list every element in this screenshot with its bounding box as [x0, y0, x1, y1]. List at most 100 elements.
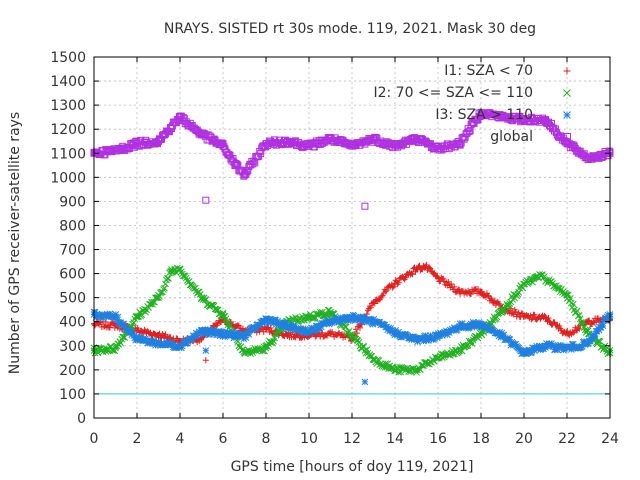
- trace-point: [537, 272, 544, 279]
- trace-point: [420, 337, 427, 345]
- trace-point: [98, 310, 106, 318]
- trace-point: [556, 323, 563, 330]
- trace-point: [157, 334, 164, 341]
- trace-point: [512, 340, 520, 348]
- trace-point: [242, 170, 250, 178]
- trace-point: [265, 319, 272, 327]
- trace-point: [541, 273, 548, 280]
- trace-point: [142, 308, 149, 316]
- outlier-point: [202, 357, 209, 364]
- trace-point: [395, 368, 402, 376]
- trace-point: [587, 336, 595, 343]
- trace-point: [214, 306, 222, 314]
- trace-point: [359, 343, 367, 350]
- trace-point: [384, 326, 392, 334]
- trace-point: [358, 318, 366, 326]
- trace-point: [354, 337, 362, 344]
- y-tick-label: 900: [59, 194, 86, 210]
- trace-point: [605, 147, 613, 155]
- trace-point: [556, 344, 563, 351]
- series-1: [90, 264, 614, 376]
- trace-point: [321, 312, 329, 320]
- legend: I1: SZA < 70 I2: 70 <= SZA <= 110 I3: SZA …: [373, 63, 571, 145]
- trace-point: [350, 312, 358, 320]
- x-tick-label: 8: [262, 431, 271, 447]
- y-tick-label: 1200: [50, 122, 86, 138]
- trace-point: [99, 314, 107, 322]
- trace-point: [584, 340, 592, 348]
- legend-label: global: [490, 129, 533, 145]
- trace-point: [210, 326, 218, 334]
- trace-point: [546, 318, 553, 325]
- trace-point: [239, 346, 247, 354]
- outlier-point: [202, 196, 210, 204]
- legend-marker: [563, 133, 571, 141]
- trace-point: [199, 296, 207, 303]
- trace-point: [432, 331, 440, 339]
- trace-point: [548, 340, 555, 347]
- y-tick-label: 500: [59, 291, 86, 307]
- data-marks: [90, 108, 614, 386]
- trace-point: [342, 323, 350, 331]
- trace-point: [410, 265, 417, 272]
- chart-title: NRAYS. SISTED rt 30s mode. 119, 2021. Ma…: [164, 21, 536, 37]
- trace-point: [548, 278, 555, 285]
- trace-point: [515, 309, 522, 316]
- trace-point: [529, 315, 536, 322]
- trace-point: [252, 325, 260, 333]
- y-tick-label: 0: [77, 411, 86, 427]
- trace-point: [230, 334, 238, 342]
- trace-point: [468, 323, 476, 331]
- y-tick-label: 700: [59, 243, 86, 259]
- trace-point: [242, 334, 250, 341]
- trace-point: [541, 312, 548, 319]
- x-tick-label: 14: [386, 431, 404, 447]
- trace-point: [458, 320, 466, 327]
- trace-point: [442, 327, 450, 335]
- trace-point: [243, 168, 251, 176]
- trace-point: [573, 307, 581, 315]
- trace-point: [451, 283, 458, 290]
- trace-point: [114, 313, 122, 321]
- trace-point: [332, 314, 340, 322]
- trace-point: [317, 323, 325, 331]
- trace-point: [536, 342, 543, 350]
- x-tick-labels: 0 2 4 6 8 10 12 14 16 18 20 22 24: [90, 431, 619, 447]
- trace-point: [476, 320, 484, 327]
- trace-point: [423, 261, 430, 268]
- y-axis-label: Number of GPS receiver-satellite rays: [7, 112, 23, 374]
- series-3: [90, 108, 614, 180]
- trace-point: [155, 338, 162, 346]
- trace-point: [402, 274, 409, 281]
- trace-point: [192, 329, 200, 337]
- trace-point: [239, 330, 247, 338]
- trace-point: [392, 326, 400, 334]
- y-tick-label: 1100: [50, 146, 86, 162]
- trace-point: [395, 279, 402, 286]
- trace-point: [395, 328, 402, 336]
- x-tick-label: 10: [300, 431, 318, 447]
- series-2: [90, 308, 614, 358]
- trace-point: [448, 280, 455, 287]
- trace-point: [431, 335, 438, 343]
- trace-point: [261, 319, 269, 327]
- x-tick-label: 6: [219, 431, 228, 447]
- x-axis-label: GPS time [hours of doy 119, 2021]: [231, 459, 474, 475]
- trace-point: [383, 287, 390, 294]
- trace-point: [461, 133, 469, 141]
- trace-point: [458, 347, 466, 355]
- trace-point: [161, 284, 168, 292]
- trace-point: [451, 325, 459, 332]
- trace-point: [564, 291, 572, 299]
- trace-point: [362, 317, 370, 324]
- trace-point: [496, 328, 504, 336]
- trace-point: [360, 313, 368, 321]
- trace-point: [553, 343, 560, 350]
- trace-point: [169, 339, 176, 347]
- trace-point: [419, 335, 426, 343]
- trace-point: [561, 290, 568, 297]
- trace-point: [111, 315, 119, 322]
- x-tick-label: 22: [558, 431, 576, 447]
- trace-point: [208, 327, 216, 335]
- trace-point: [215, 327, 223, 335]
